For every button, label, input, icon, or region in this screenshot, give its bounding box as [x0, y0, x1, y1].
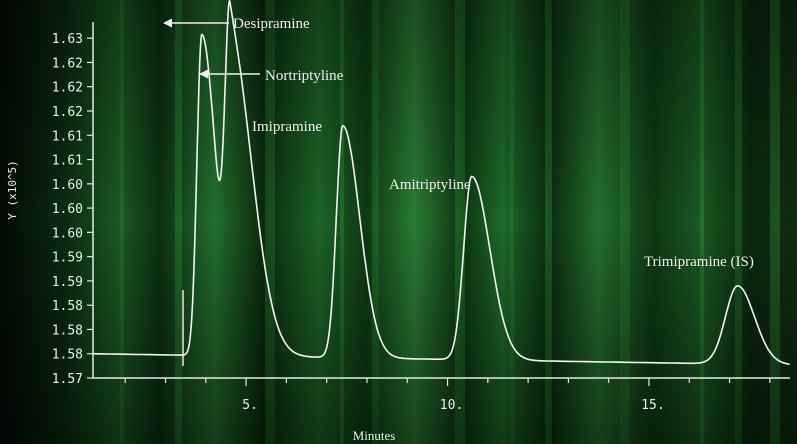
- y-axis-title: Y (x10^5): [6, 160, 19, 220]
- x-tick-label: 5.: [242, 398, 258, 413]
- peak-label-imipramine: Imipramine: [252, 119, 322, 135]
- y-tick-label: 1.61: [52, 154, 83, 169]
- y-axis-ticks: 1.63 1.62 1.62 1.62 1.61 1.61 1.60 1.60 1.60 1.59…: [52, 32, 93, 387]
- y-tick-label: 1.58: [52, 299, 83, 314]
- y-tick-label: 1.60: [52, 178, 83, 193]
- peak-label-nortriptyline-group: Nortriptyline: [199, 68, 344, 84]
- y-tick-label: 1.57: [52, 372, 83, 387]
- x-axis-title: Minutes: [353, 428, 396, 443]
- peak-label-amitriptyline: Amitriptyline: [389, 177, 471, 193]
- y-tick-label: 1.63: [52, 32, 83, 47]
- x-tick-label: 15.: [641, 398, 664, 413]
- y-tick-label: 1.58: [52, 323, 83, 338]
- y-tick-label: 1.62: [52, 81, 83, 96]
- y-tick-label: 1.60: [52, 202, 83, 217]
- y-tick-label: 1.60: [52, 226, 83, 241]
- peak-label-trimipramine: Trimipramine (IS): [644, 254, 754, 270]
- x-tick-label: 10.: [440, 398, 463, 413]
- peak-label-desipramine: Desipramine: [233, 16, 310, 32]
- nortriptyline-arrow-head: [199, 69, 208, 79]
- y-tick-label: 1.62: [52, 56, 83, 71]
- desipramine-arrow-head: [163, 18, 172, 28]
- y-tick-label: 1.59: [52, 275, 83, 290]
- chromatogram-trace: [93, 0, 790, 365]
- y-tick-label: 1.62: [52, 105, 83, 120]
- peak-label-desipramine-group: Desipramine: [163, 16, 310, 32]
- x-axis-ticks: 5. 10. 15.: [124, 378, 771, 413]
- y-tick-label: 1.61: [52, 129, 83, 144]
- y-tick-label: 1.59: [52, 251, 83, 266]
- peak-label-nortriptyline: Nortriptyline: [265, 68, 344, 84]
- y-tick-label: 1.58: [52, 348, 83, 363]
